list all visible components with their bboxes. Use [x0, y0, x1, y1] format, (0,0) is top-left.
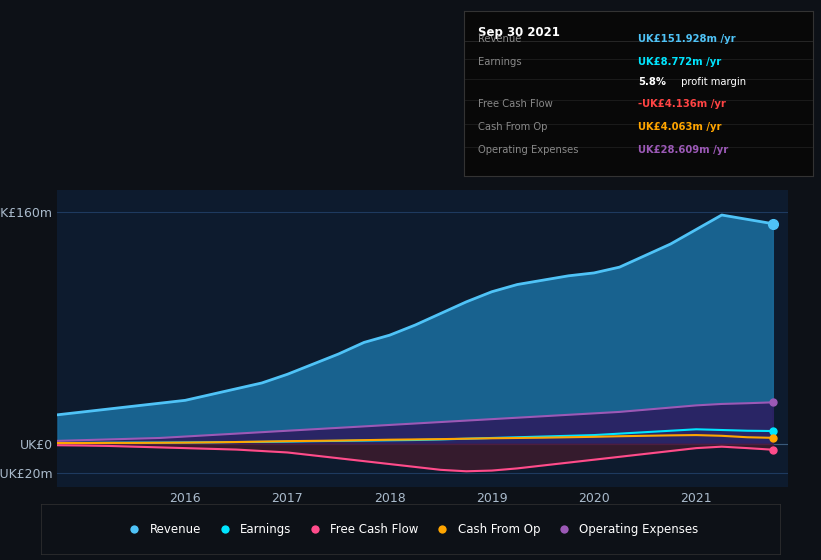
Text: Revenue: Revenue: [478, 34, 521, 44]
Text: UK£8.772m /yr: UK£8.772m /yr: [639, 57, 722, 67]
Text: Free Cash Flow: Free Cash Flow: [478, 99, 553, 109]
Text: Cash From Op: Cash From Op: [478, 122, 548, 132]
Legend: Revenue, Earnings, Free Cash Flow, Cash From Op, Operating Expenses: Revenue, Earnings, Free Cash Flow, Cash …: [118, 518, 703, 540]
Text: profit margin: profit margin: [678, 77, 746, 87]
Text: UK£28.609m /yr: UK£28.609m /yr: [639, 145, 728, 155]
Text: Operating Expenses: Operating Expenses: [478, 145, 578, 155]
Text: UK£151.928m /yr: UK£151.928m /yr: [639, 34, 736, 44]
Text: -UK£4.136m /yr: -UK£4.136m /yr: [639, 99, 727, 109]
Text: Earnings: Earnings: [478, 57, 521, 67]
Text: 5.8%: 5.8%: [639, 77, 667, 87]
Text: UK£4.063m /yr: UK£4.063m /yr: [639, 122, 722, 132]
Text: Sep 30 2021: Sep 30 2021: [478, 26, 560, 39]
